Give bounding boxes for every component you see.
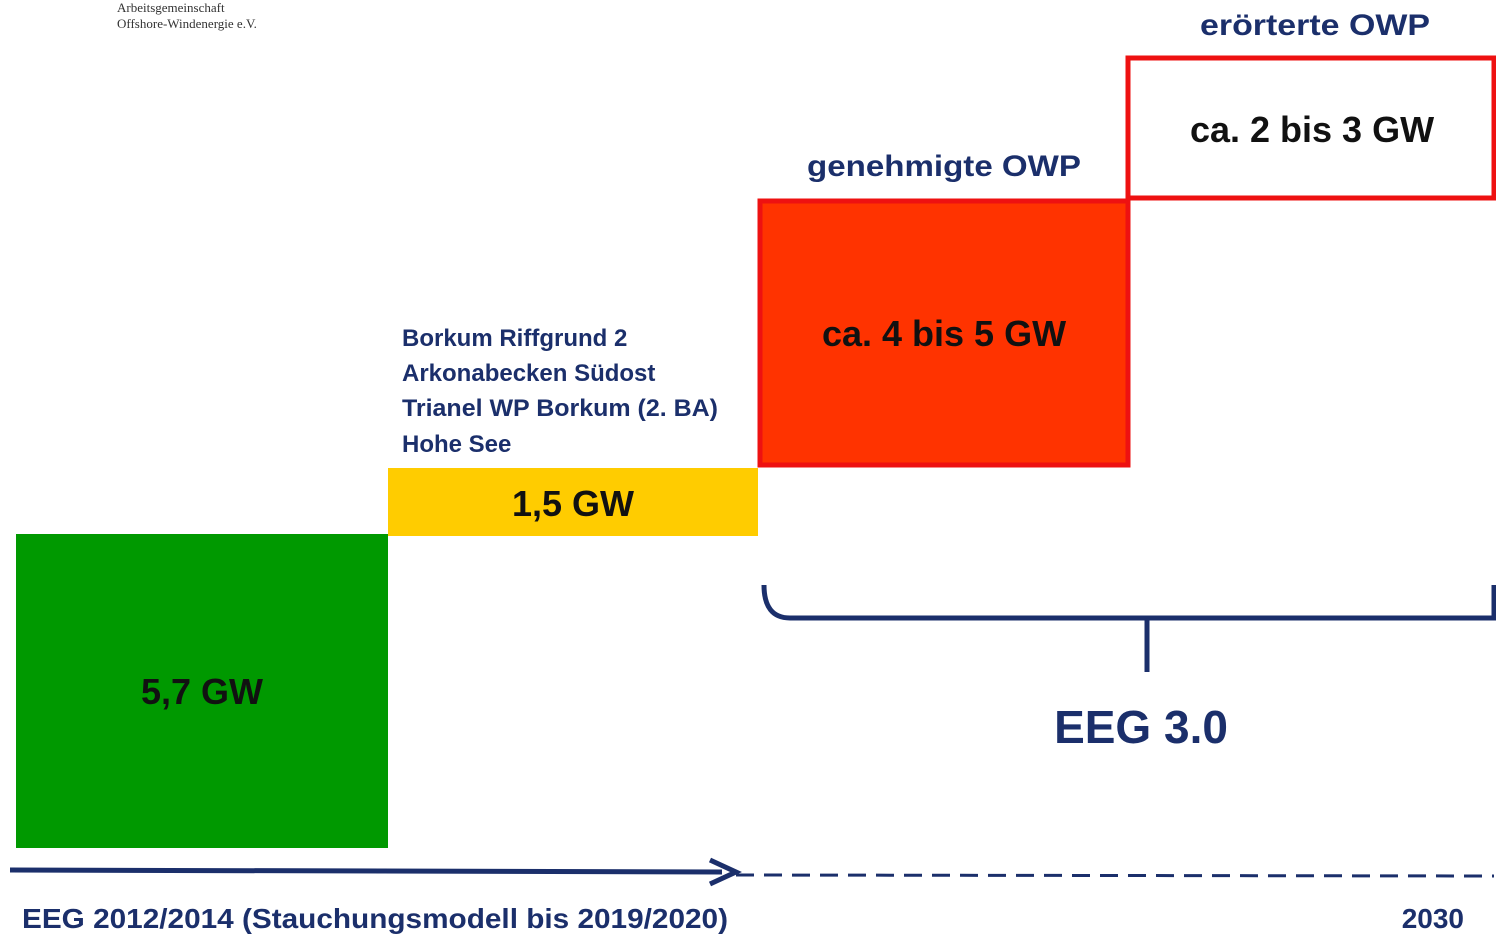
timeline-dashed — [735, 873, 1495, 878]
block-label: 1,5 GW — [512, 483, 634, 524]
timeline-arrowhead — [708, 857, 742, 887]
project-name: Borkum Riffgrund 2 — [402, 325, 627, 352]
timeline-solid — [9, 867, 723, 875]
org-name: Offshore-Windenergie e.V. — [117, 16, 257, 31]
block-label: ca. 2 bis 3 GW — [1190, 109, 1434, 150]
project-name: Arkonabecken Südost — [402, 360, 655, 387]
org-name: Arbeitsgemeinschaft — [117, 0, 225, 15]
block-red — [757, 198, 1131, 468]
timeline-end: 2030 — [1402, 903, 1464, 934]
block-caption: genehmigte OWP — [807, 150, 1081, 183]
brace — [761, 584, 1496, 672]
block-yellow — [388, 468, 758, 536]
project-name: Hohe See — [402, 431, 511, 458]
block-green — [16, 534, 388, 848]
project-name: Trianel WP Borkum (2. BA) — [402, 395, 718, 422]
block-label: 5,7 GW — [141, 671, 263, 712]
brace-label: EEG 3.0 — [1054, 701, 1228, 753]
timeline-start: EEG 2012/2014 (Stauchungsmodell bis 2019… — [22, 903, 728, 934]
block-caption: erörterte OWP — [1200, 9, 1430, 42]
block-label: ca. 4 bis 5 GW — [822, 313, 1066, 354]
block-outline — [1125, 55, 1496, 201]
